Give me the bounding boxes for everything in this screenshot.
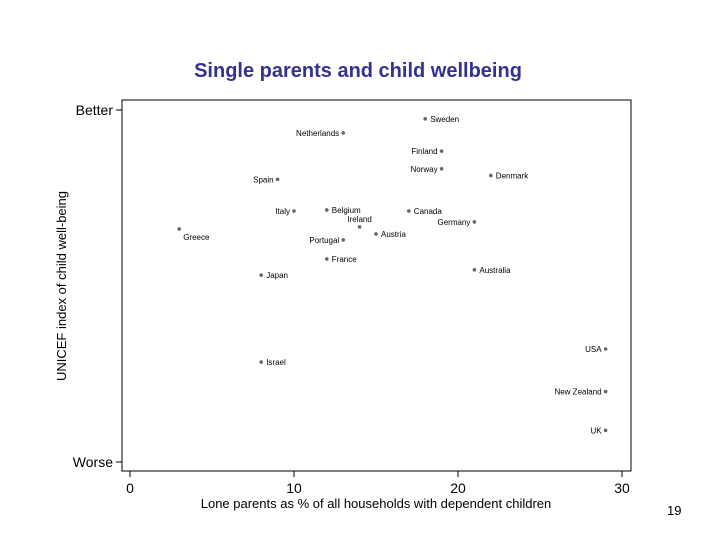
data-point-marker — [603, 389, 608, 394]
data-point-marker — [603, 347, 608, 351]
data-point-marker — [325, 208, 329, 212]
data-point-label: Israel — [266, 358, 286, 367]
data-point-marker — [275, 177, 280, 182]
data-point-marker — [603, 428, 608, 433]
data-point-marker — [423, 117, 428, 121]
chart-title: Single parents and child wellbeing — [194, 60, 522, 82]
data-point-marker — [341, 238, 346, 242]
data-point-label: Australia — [479, 266, 511, 275]
x-axis-title: Lone parents as % of all households with… — [201, 496, 552, 511]
data-point-label: Germany — [437, 218, 470, 227]
data-point-marker — [439, 149, 444, 153]
data-point-marker — [472, 268, 477, 272]
data-point-label: Finland — [411, 147, 437, 156]
data-point-label: Netherlands — [296, 129, 339, 138]
data-point-marker — [439, 166, 444, 171]
data-point-label: Ireland — [347, 215, 371, 224]
data-point-marker — [472, 220, 477, 224]
y-axis: Better Worse — [73, 102, 122, 470]
y-axis-title: UNICEF index of child well-being — [54, 191, 69, 381]
data-point-label: USA — [585, 345, 602, 354]
data-point-label: Norway — [410, 165, 437, 174]
data-point-label: Austria — [381, 230, 406, 239]
data-point-marker — [407, 209, 411, 213]
data-point-marker — [357, 225, 362, 229]
x-tick-label: 30 — [614, 480, 630, 496]
data-point-label: Japan — [266, 271, 288, 280]
data-point-label: Canada — [414, 207, 443, 216]
data-point-marker — [489, 173, 493, 178]
data-point-marker — [292, 209, 296, 213]
x-axis: 0 10 20 30 — [126, 471, 630, 496]
data-point-label: Greece — [183, 233, 210, 242]
data-point-marker — [177, 227, 181, 231]
x-tick-label: 20 — [450, 480, 466, 496]
data-point-marker — [341, 131, 346, 135]
data-point-marker — [374, 232, 378, 236]
data-point-label: Denmark — [496, 171, 529, 180]
data-point-marker — [325, 257, 329, 261]
data-point-label: Belgium — [332, 206, 361, 215]
slide-number: 19 — [667, 503, 682, 518]
x-tick-label: 0 — [126, 480, 134, 496]
data-point-label: Sweden — [430, 115, 459, 124]
data-point-label: Portugal — [309, 236, 339, 245]
data-point-label: Italy — [275, 207, 290, 216]
plot-area — [121, 99, 632, 472]
data-point-label: New Zealand — [554, 388, 601, 397]
data-point-label: Spain — [253, 175, 273, 184]
y-tick-label: Worse — [73, 454, 113, 470]
data-points: Sweden Netherlands Finland Norway Denmark Spa… — [177, 115, 608, 435]
data-point-marker — [259, 273, 264, 277]
data-point-marker — [259, 360, 264, 364]
data-point-label: UK — [590, 426, 602, 435]
x-tick-label: 10 — [286, 480, 302, 496]
y-tick-label: Better — [76, 102, 114, 118]
data-point-label: France — [332, 255, 357, 264]
